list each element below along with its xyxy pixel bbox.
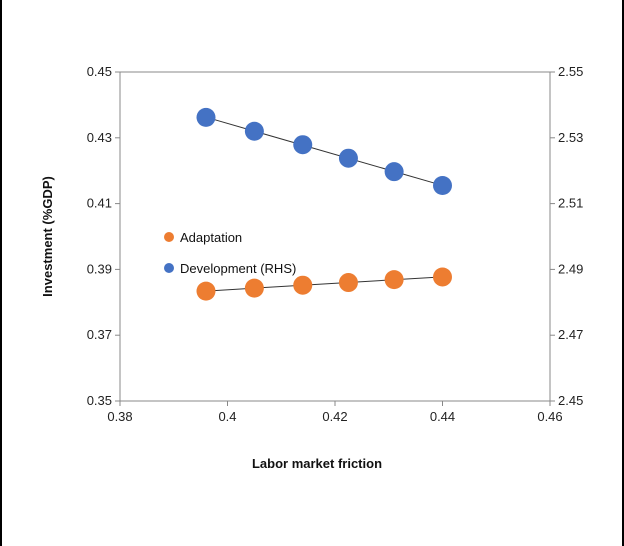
x-tick-label: 0.4 xyxy=(218,409,236,424)
y2-tick-label: 2.55 xyxy=(558,64,583,79)
y2-tick-label: 2.47 xyxy=(558,327,583,342)
x-axis-title: Labor market friction xyxy=(252,456,382,471)
x-tick-label: 0.42 xyxy=(322,409,347,424)
y-tick-label: 0.45 xyxy=(87,64,112,79)
y2-tick-label: 2.49 xyxy=(558,261,583,276)
development-rhs-trendline xyxy=(205,116,443,186)
legend-marker-adaptation xyxy=(164,232,174,242)
x-tick-label: 0.44 xyxy=(430,409,455,424)
development-rhs-point xyxy=(293,135,313,155)
adaptation-point xyxy=(384,270,404,290)
x-tick-label: 0.38 xyxy=(107,409,132,424)
adaptation-point xyxy=(293,275,313,295)
y-tick-label: 0.39 xyxy=(87,261,112,276)
y-tick-label: 0.41 xyxy=(87,196,112,211)
adaptation-point xyxy=(196,281,216,301)
adaptation-trendline xyxy=(205,276,443,292)
legend-label-adaptation: Adaptation xyxy=(180,230,242,245)
legend-marker-development-rhs xyxy=(164,263,174,273)
y2-tick-label: 2.51 xyxy=(558,196,583,211)
y-axis-title: Investment (%GDP) xyxy=(40,176,55,297)
y-tick-label: 0.37 xyxy=(87,327,112,342)
y-tick-label: 0.43 xyxy=(87,130,112,145)
development-rhs-point xyxy=(384,162,404,182)
development-rhs-point xyxy=(196,107,216,127)
adaptation-point xyxy=(244,278,264,298)
legend-label-development-rhs: Development (RHS) xyxy=(180,261,296,276)
y2-tick-label: 2.45 xyxy=(558,393,583,408)
x-tick-label: 0.46 xyxy=(537,409,562,424)
development-rhs-point xyxy=(433,176,452,196)
adaptation-point xyxy=(433,267,452,287)
development-rhs-point xyxy=(338,148,358,168)
y2-tick-label: 2.53 xyxy=(558,130,583,145)
y-tick-label: 0.35 xyxy=(87,393,112,408)
adaptation-point xyxy=(338,273,358,293)
development-rhs-point xyxy=(244,121,264,141)
